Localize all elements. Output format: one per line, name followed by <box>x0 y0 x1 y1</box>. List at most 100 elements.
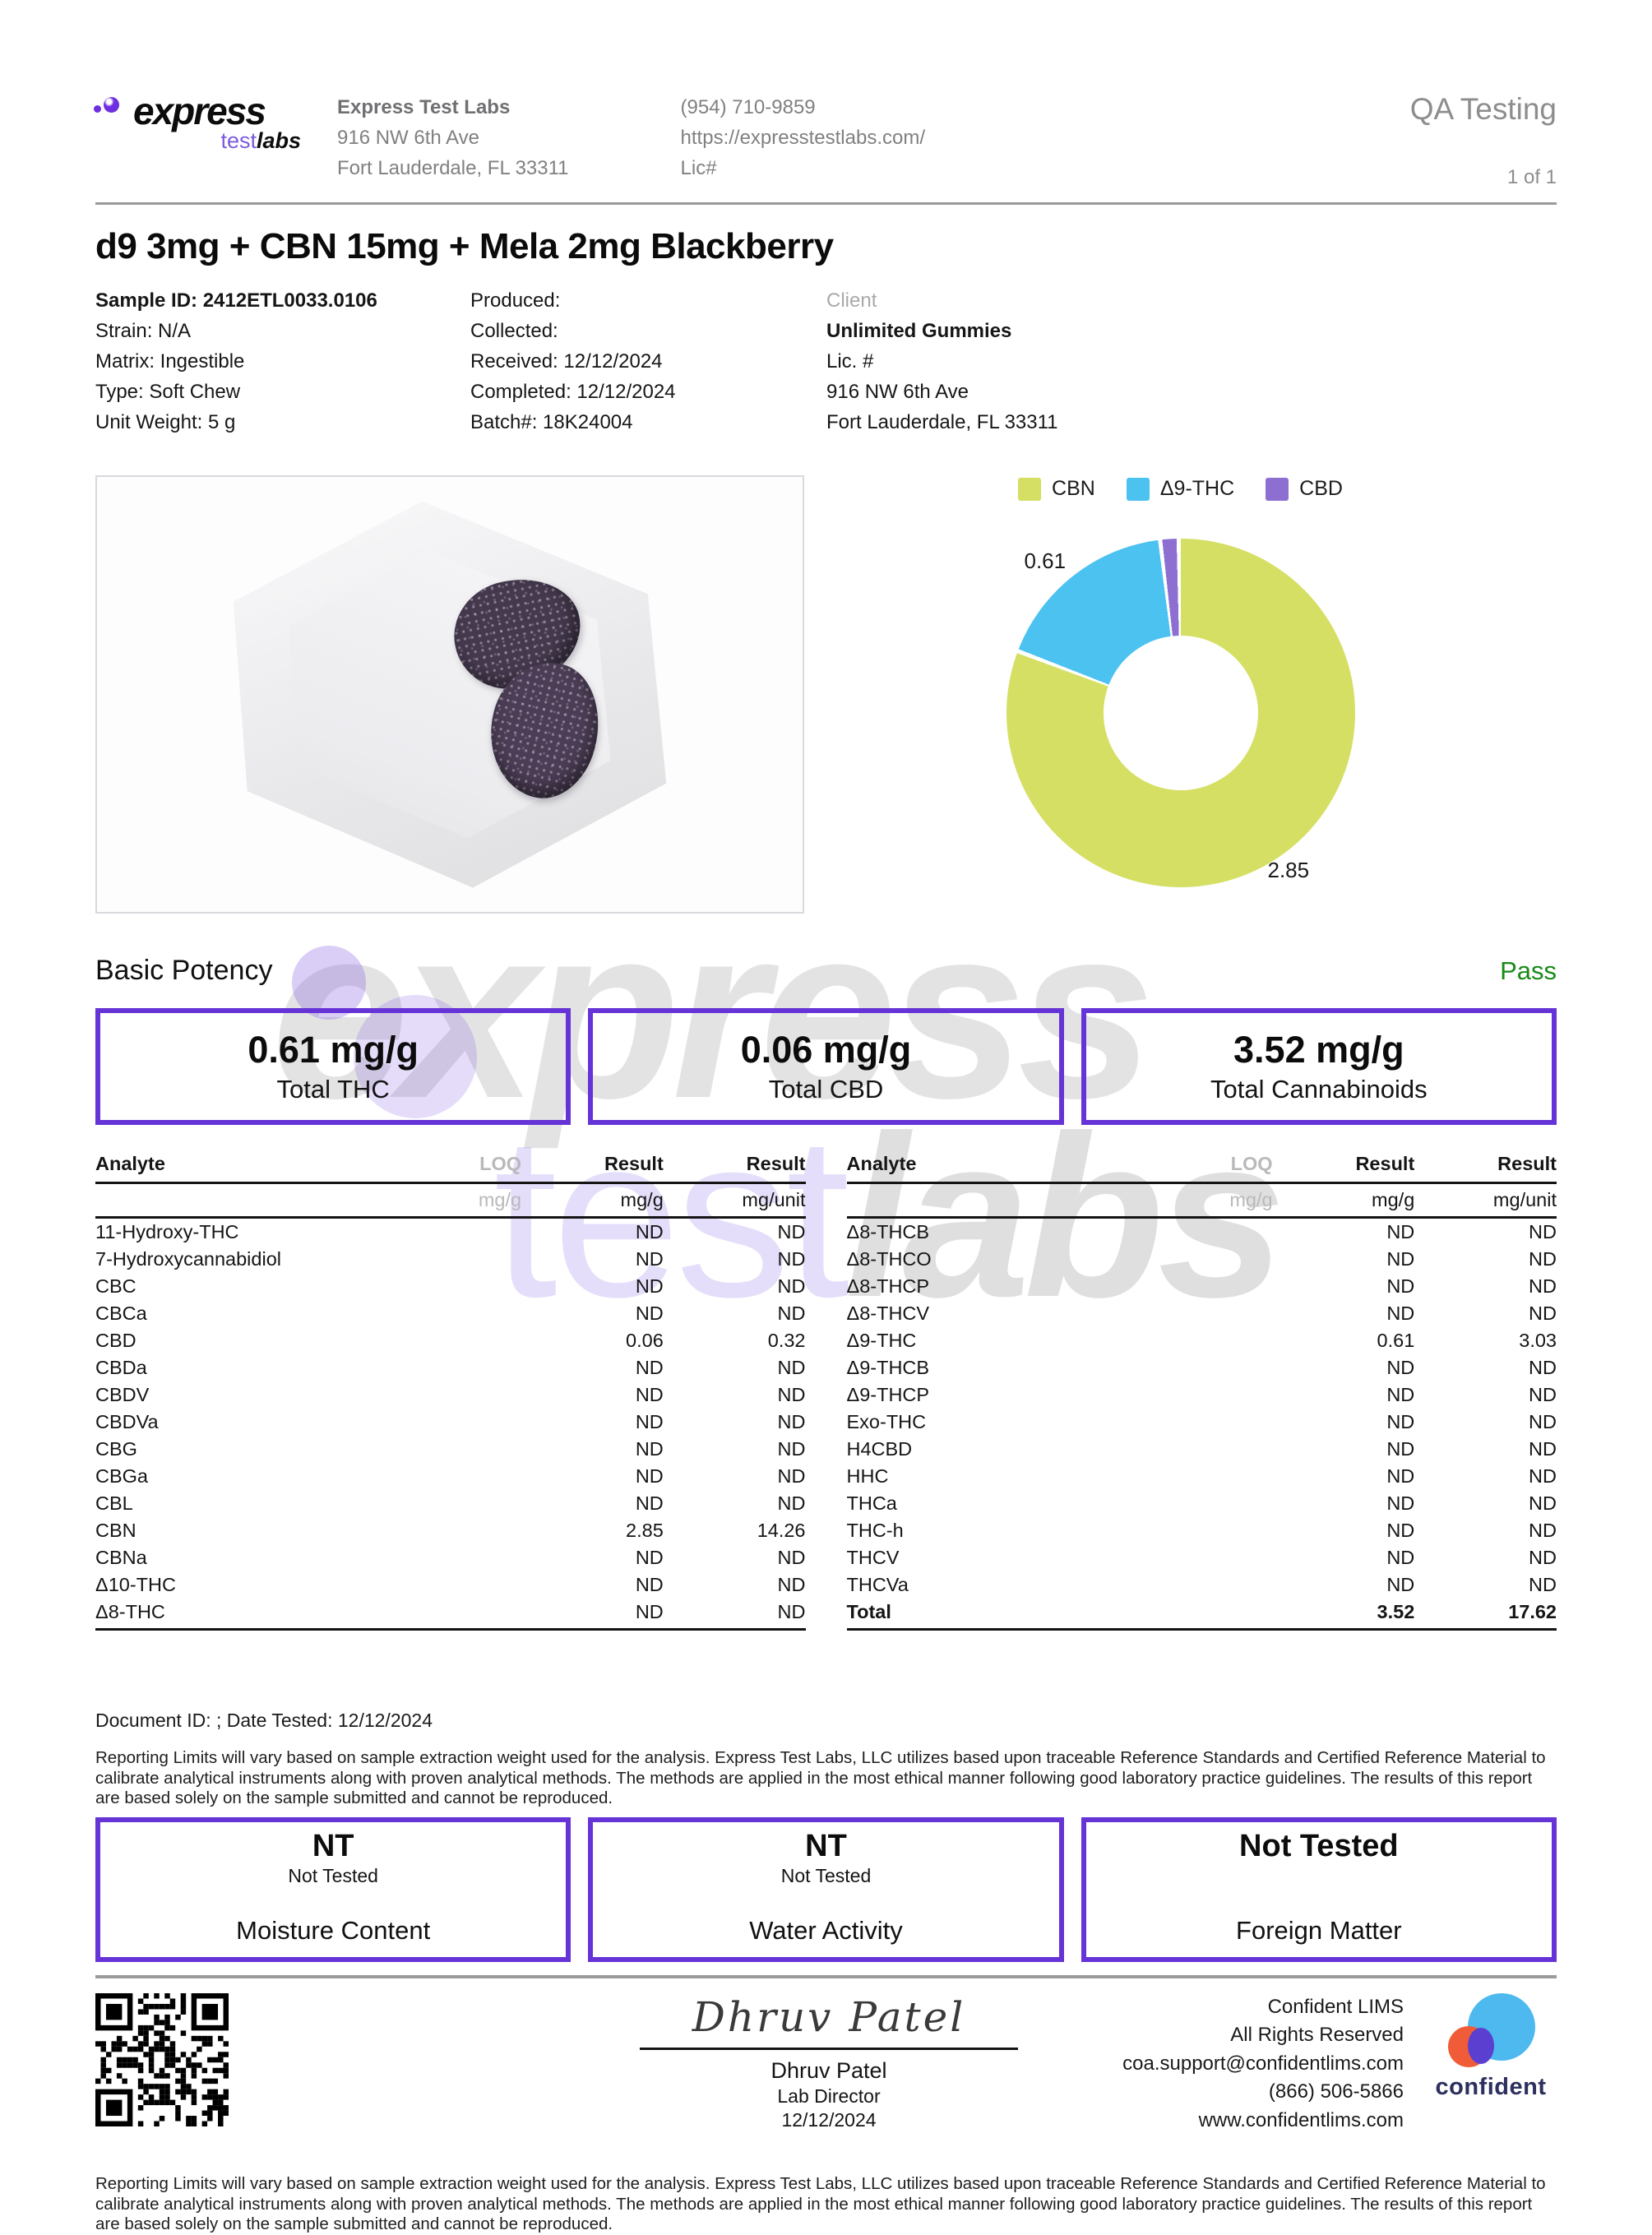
analyte-result-mg-g: ND <box>635 1547 664 1568</box>
legend-item: Δ9-THC <box>1126 477 1234 501</box>
column-header-result1: Result <box>1272 1150 1415 1184</box>
analyte-result-mg-unit: ND <box>777 1275 806 1297</box>
sample-collected: Collected: <box>470 320 558 342</box>
column-header-analyte: Analyte <box>846 1150 1117 1184</box>
column-header-analyte: Analyte <box>95 1150 366 1184</box>
sample-dates-column: Produced: Collected: Received: 12/12/202… <box>470 285 826 437</box>
analyte-name: HHC <box>846 1465 889 1487</box>
not-tested-box: Not Tested Foreign Matter <box>1081 1816 1557 1962</box>
column-header-loq: LOQ <box>365 1150 522 1184</box>
confident-lims-logo: confident <box>1425 1992 1557 2101</box>
analyte-name: THCa <box>846 1492 897 1514</box>
table-row: Δ9-THC 0.61 3.03 <box>847 1327 1557 1354</box>
lab-contact-block: (954) 710-9859 https://expresstestlabs.c… <box>681 92 925 183</box>
table-row: CBDV ND ND <box>95 1381 806 1409</box>
analyte-result-mg-unit: ND <box>777 1221 806 1242</box>
analyte-name: 7-Hydroxycannabidiol <box>95 1248 281 1270</box>
lab-website: https://expresstestlabs.com/ <box>680 127 925 149</box>
analyte-result-mg-g: ND <box>1386 1492 1415 1514</box>
analyte-loq <box>1117 1300 1273 1327</box>
reporting-limits-paragraph-bottom: Reporting Limits will vary based on samp… <box>95 2174 1546 2233</box>
column-header-result2: Result <box>1414 1150 1557 1184</box>
sample-produced: Produced: <box>470 289 561 312</box>
legend-label: CBD <box>1299 477 1343 500</box>
analyte-name: Δ9-THC <box>846 1330 917 1351</box>
analyte-loq <box>1117 1218 1273 1247</box>
analyte-name: Δ8-THC <box>95 1599 366 1631</box>
signature-block: Dhruv Patel Dhruv Patel Lab Director 12/… <box>640 1993 1018 2131</box>
potency-value: 3.52 mg/g <box>1233 1029 1404 1071</box>
unit-result2: mg/unit <box>663 1182 806 1219</box>
table-row: CBC ND ND <box>95 1273 806 1300</box>
analyte-result-mg-unit: ND <box>777 1357 806 1378</box>
table-header-row: Analyte LOQ Result Result <box>846 1150 1557 1184</box>
sample-info-grid: Sample ID: 2412ETL0033.0106 Strain: N/A … <box>95 285 1557 437</box>
potency-label: Total CBD <box>768 1075 884 1104</box>
sample-unit-weight: Unit Weight: 5 g <box>95 411 236 433</box>
logo-dot-icon <box>94 105 101 113</box>
analyte-result-mg-g: ND <box>1386 1303 1415 1324</box>
table-row: CBL ND ND <box>95 1490 806 1517</box>
client-name: Unlimited Gummies <box>826 320 1012 342</box>
unit-loq: mg/g <box>365 1182 522 1219</box>
column-header-result2: Result <box>663 1150 806 1184</box>
analyte-result-mg-unit: ND <box>1529 1248 1557 1270</box>
legend-label: CBN <box>1052 477 1095 500</box>
client-column: Client Unlimited Gummies Lic. # 916 NW 6… <box>826 285 1557 437</box>
table-row: CBNa ND ND <box>95 1544 806 1571</box>
analyte-result-mg-unit: 0.32 <box>767 1330 806 1351</box>
analyte-result-mg-g: ND <box>635 1221 664 1242</box>
lab-name: Express Test Labs <box>337 96 511 118</box>
table-row: THC-h ND ND <box>847 1517 1557 1544</box>
client-address-line1: 916 NW 6th Ave <box>826 381 969 403</box>
nt-value: NT <box>805 1828 847 1863</box>
table-row: CBGa ND ND <box>95 1463 806 1490</box>
signature-script: Dhruv Patel <box>692 1992 966 2041</box>
table-row: 7-Hydroxycannabidiol ND ND <box>95 1246 806 1273</box>
analyte-loq <box>1117 1517 1273 1544</box>
lab-license: Lic# <box>680 157 717 179</box>
nt-value: NT <box>312 1828 354 1863</box>
analyte-result-mg-g: ND <box>521 1599 664 1631</box>
analyte-name: Δ8-THCO <box>846 1248 932 1270</box>
analyte-result-mg-g: ND <box>1386 1357 1415 1378</box>
analyte-loq <box>365 1381 521 1409</box>
analyte-result-mg-g: ND <box>1386 1248 1415 1270</box>
analyte-name: Δ8-THCV <box>846 1303 930 1324</box>
analyte-result-mg-unit: 3.03 <box>1519 1330 1557 1351</box>
analyte-name: Total <box>846 1599 1117 1631</box>
analyte-name: 11-Hydroxy-THC <box>95 1221 239 1242</box>
analyte-loq <box>1117 1381 1273 1409</box>
nt-test-name: Foreign Matter <box>1236 1915 1402 1945</box>
table-row: H4CBD ND ND <box>847 1436 1557 1463</box>
analyte-name: THC-h <box>846 1520 904 1541</box>
unit-result1: mg/g <box>521 1182 664 1219</box>
table-row: Δ9-THCB ND ND <box>847 1354 1557 1381</box>
analyte-result-mg-unit: ND <box>777 1547 806 1568</box>
legend-item: CBD <box>1266 477 1343 501</box>
analyte-result-mg-unit: 17.62 <box>1414 1599 1557 1631</box>
weigh-boat <box>233 501 667 888</box>
table-row: Exo-THC ND ND <box>847 1409 1557 1436</box>
analyte-result-mg-g: 0.06 <box>626 1330 664 1351</box>
sample-photo <box>95 475 804 914</box>
analyte-loq <box>365 1354 521 1381</box>
table-row: CBDVa ND ND <box>95 1409 806 1436</box>
nt-test-name: Moisture Content <box>236 1915 431 1945</box>
unit-result2: mg/unit <box>1414 1182 1557 1219</box>
analyte-loq <box>365 1218 521 1247</box>
analyte-loq <box>365 1544 521 1571</box>
potency-box: 0.61 mg/g Total THC <box>95 1008 571 1125</box>
analyte-name: H4CBD <box>846 1438 913 1460</box>
column-header-loq: LOQ <box>1116 1150 1273 1184</box>
analyte-loq <box>365 1571 521 1599</box>
table-row: Δ8-THCP ND ND <box>847 1273 1557 1300</box>
analyte-result-mg-unit: ND <box>1529 1357 1557 1378</box>
nt-sublabel: Not Tested <box>288 1864 378 1886</box>
lims-rights: All Rights Reserved <box>1230 2024 1404 2046</box>
report-header: express testlabs Express Test Labs 916 N… <box>94 0 1557 189</box>
lims-info-block: Confident LIMS All Rights Reserved coa.s… <box>1122 1993 1404 2136</box>
legend-swatch <box>1018 477 1042 501</box>
analyte-name: CBDa <box>95 1357 147 1378</box>
analyte-result-mg-unit: ND <box>663 1599 806 1631</box>
